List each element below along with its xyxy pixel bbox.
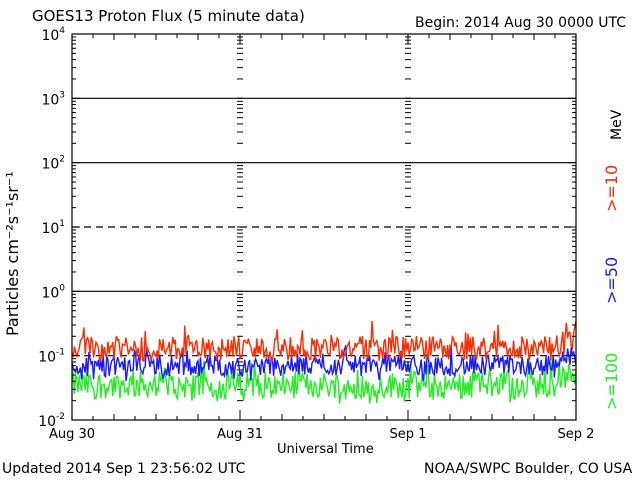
updated-time: Updated 2014 Sep 1 23:56:02 UTC xyxy=(2,461,246,477)
y-tick-label: 101 xyxy=(41,219,65,237)
y-tick-label: 10-1 xyxy=(38,348,65,366)
y-tick-label: 104 xyxy=(41,26,65,44)
y-tick-label: 10-2 xyxy=(38,412,65,430)
series-line-1 xyxy=(71,344,577,382)
y-tick-label: 103 xyxy=(41,90,65,108)
y-axis-label: Particles cm⁻²s⁻¹sr⁻¹ xyxy=(3,171,22,336)
legend-entry-0: >=10 xyxy=(602,164,621,212)
x-axis-label: Universal Time xyxy=(277,442,374,457)
tick-layer: 10-2 10-1 100 101 102 103 104 Aug 30 Aug 31 Sep 1… xyxy=(38,26,594,442)
y-tick-label: 100 xyxy=(41,283,65,301)
chart-title: GOES13 Proton Flux (5 minute data) xyxy=(32,7,305,25)
x-tick-label: Sep 2 xyxy=(558,427,595,442)
y-tick-label: 102 xyxy=(41,155,65,173)
begin-time: Begin: 2014 Aug 30 0000 UTC xyxy=(415,15,626,31)
series-line-2 xyxy=(71,358,577,404)
legend-entry-1: >=50 xyxy=(602,256,621,304)
x-tick-label: Aug 31 xyxy=(217,427,263,442)
legend-entry-2: >=100 xyxy=(602,352,621,410)
x-tick-label: Aug 30 xyxy=(49,427,95,442)
series-layer xyxy=(71,320,577,404)
legend-unit: MeV xyxy=(609,109,625,140)
source-credit: NOAA/SWPC Boulder, CO USA xyxy=(424,461,633,477)
series-line-0 xyxy=(71,320,577,363)
x-tick-label: Sep 1 xyxy=(390,427,427,442)
